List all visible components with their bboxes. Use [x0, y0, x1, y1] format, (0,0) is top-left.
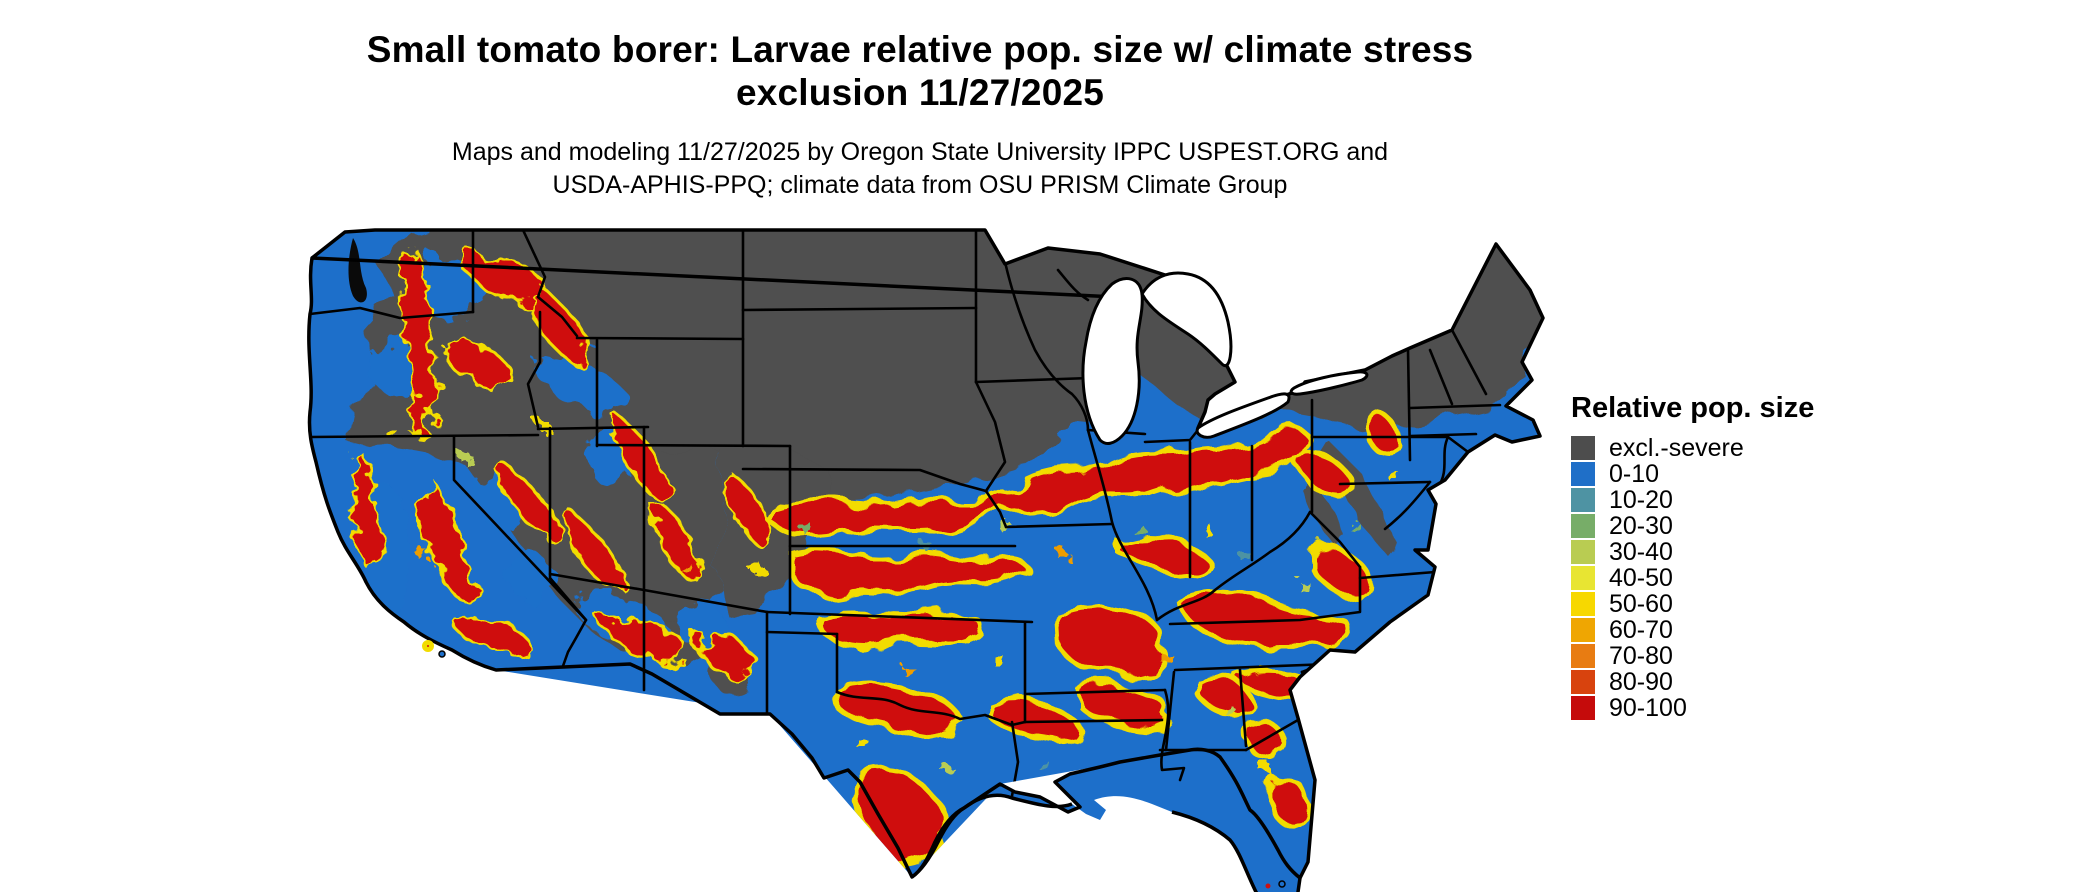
puget-sound-inlet [348, 238, 367, 303]
legend-item: 0-10 [1571, 459, 1901, 488]
legend-item-label: 90-100 [1609, 693, 1687, 722]
channel-island [438, 650, 446, 658]
legend-item: 40-50 [1571, 563, 1901, 592]
legend-item: 90-100 [1571, 693, 1901, 722]
legend-swatch [1571, 696, 1595, 720]
lake-ontario [1289, 370, 1369, 396]
legend-swatch [1571, 644, 1595, 668]
figure-header: Small tomato borer: Larvae relative pop.… [330, 28, 1510, 202]
legend-item-label: 40-50 [1609, 563, 1673, 592]
legend-swatch [1571, 566, 1595, 590]
title-line-2: exclusion 11/27/2025 [735, 72, 1105, 113]
page-title: Small tomato borer: Larvae relative pop.… [330, 28, 1510, 114]
lake-huron [1140, 271, 1233, 368]
florida-key [1278, 880, 1286, 888]
legend-item: excl.-severe [1571, 433, 1901, 462]
legend-item: 60-70 [1571, 615, 1901, 644]
subtitle-line-1: Maps and modeling 11/27/2025 by Oregon S… [451, 138, 1389, 166]
legend-item: 70-80 [1571, 641, 1901, 670]
us-map-svg [307, 228, 1545, 892]
legend-item-label: 60-70 [1609, 615, 1673, 644]
state-boundaries [308, 230, 1502, 798]
legend-rows: excl.-severe 0-10 10-20 20-30 30-40 40-5… [1571, 433, 1901, 722]
legend-swatch [1571, 618, 1595, 642]
legend-item: 30-40 [1571, 537, 1901, 566]
us-map [300, 222, 1548, 892]
florida-key [1265, 883, 1271, 889]
map-fill-western-mountain-bands [348, 247, 773, 680]
great-lakes [1081, 271, 1369, 445]
legend-swatch [1571, 670, 1595, 694]
legend-swatch [1571, 436, 1595, 460]
legend-item: 10-20 [1571, 485, 1901, 514]
legend-title: Relative pop. size [1571, 392, 1815, 424]
legend-item-label: 0-10 [1609, 459, 1660, 488]
legend-swatch [1571, 462, 1595, 486]
map-raster-layer [308, 230, 1543, 892]
legend-item: 50-60 [1571, 589, 1901, 618]
subtitle: Maps and modeling 11/27/2025 by Oregon S… [330, 136, 1510, 202]
title-line-1: Small tomato borer: Larvae relative pop.… [366, 29, 1474, 70]
legend-swatch [1571, 514, 1595, 538]
map-fill-high-population [767, 416, 1403, 869]
legend-item-label: excl.-severe [1609, 433, 1744, 462]
legend-item-label: 10-20 [1609, 485, 1673, 514]
legend-item-label: 70-80 [1609, 641, 1673, 670]
legend-swatch [1571, 592, 1595, 616]
legend-item-label: 80-90 [1609, 667, 1673, 696]
legend-item: 80-90 [1571, 667, 1901, 696]
lake-erie [1195, 392, 1291, 439]
legend-swatch [1571, 488, 1595, 512]
legend-swatch [1571, 540, 1595, 564]
subtitle-line-2: USDA-APHIS-PPQ; climate data from OSU PR… [552, 171, 1288, 199]
map-legend: Relative pop. size excl.-severe 0-10 10-… [1571, 392, 1901, 722]
legend-item-label: 20-30 [1609, 511, 1673, 540]
legend-item-label: 30-40 [1609, 537, 1673, 566]
legend-item-label: 50-60 [1609, 589, 1673, 618]
channel-island [422, 640, 434, 652]
legend-item: 20-30 [1571, 511, 1901, 540]
islands [422, 640, 1286, 889]
